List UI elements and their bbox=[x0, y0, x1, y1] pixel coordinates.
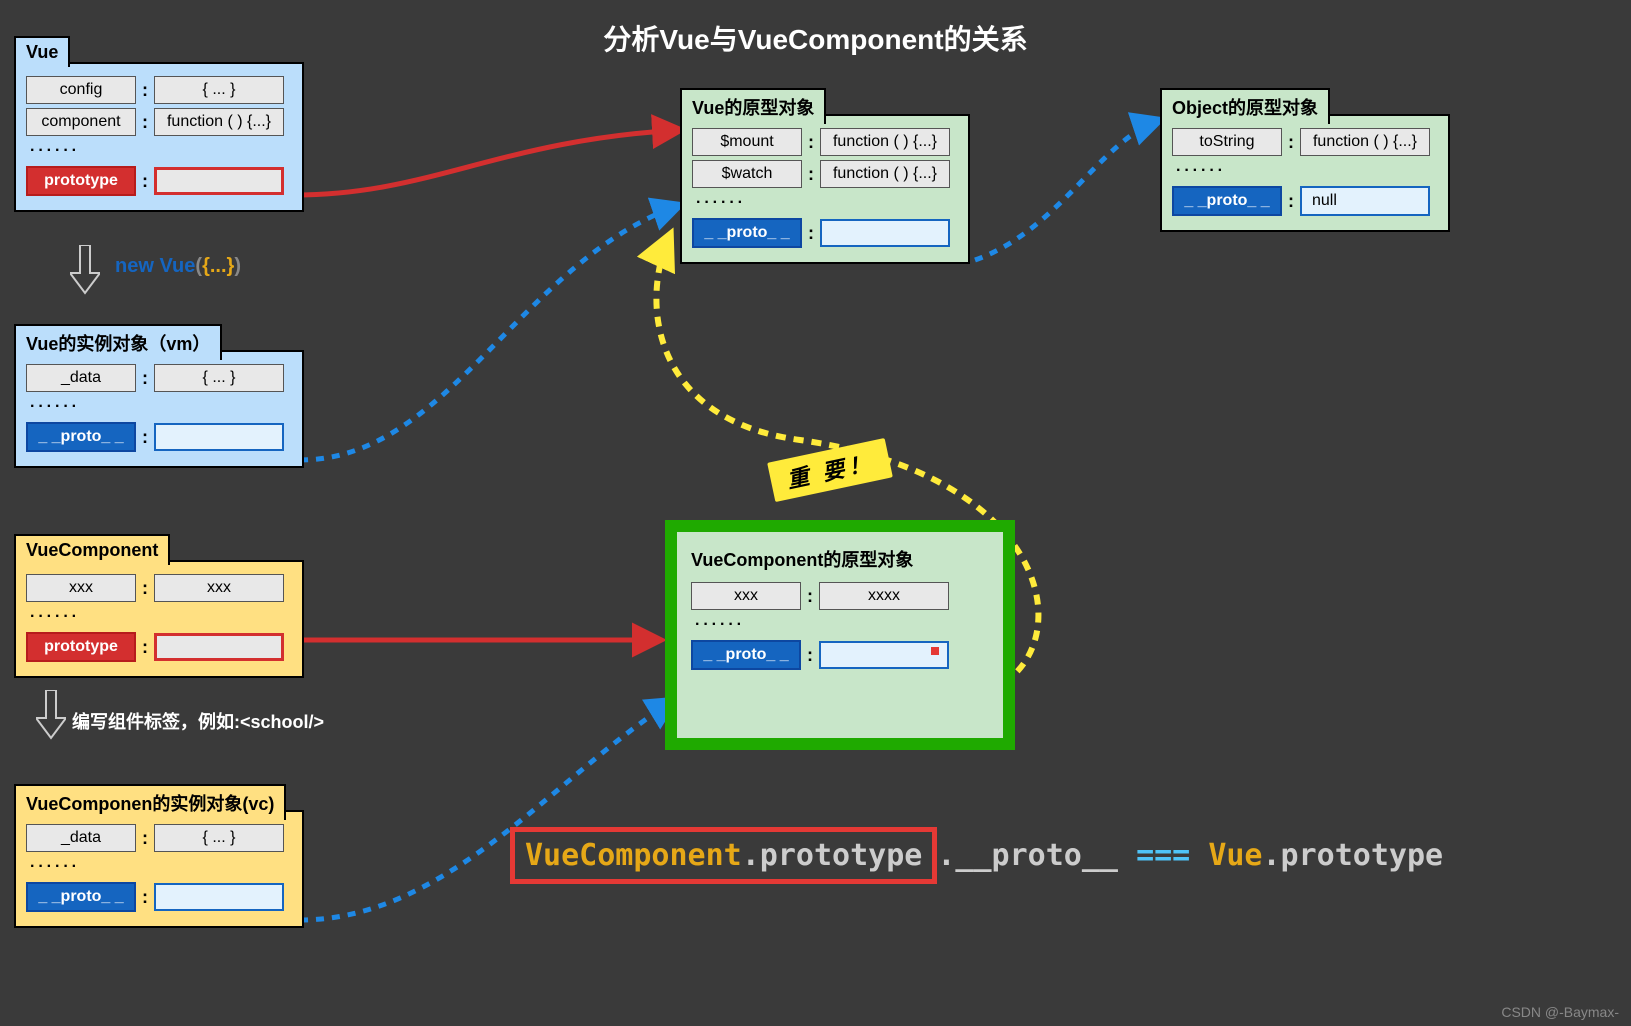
vcp-xxx-key: xxx bbox=[691, 582, 801, 610]
box-vue-proto: Vue的原型对象 $mount : function ( ) {...} $wa… bbox=[680, 114, 970, 264]
vue-component-val: function ( ) {...} bbox=[154, 108, 284, 136]
box-vc-inst: VueComponen的实例对象(vc) _data : { ... } ···… bbox=[14, 810, 304, 928]
write-component-label: 编写组件标签，例如:<school/> bbox=[72, 708, 324, 734]
box-vue: Vue config : { ... } component : functio… bbox=[14, 62, 304, 212]
box-vue-header: Vue bbox=[14, 36, 70, 67]
vue-component-key: component bbox=[26, 108, 136, 136]
vp-dots: ······ bbox=[692, 192, 958, 214]
vm-data-key: _data bbox=[26, 364, 136, 392]
vci-data-key: _data bbox=[26, 824, 136, 852]
vci-data-val: { ... } bbox=[154, 824, 284, 852]
vp-mount-val: function ( ) {...} bbox=[820, 128, 950, 156]
vp-proto-val bbox=[820, 219, 950, 247]
important-tag: 重 要！ bbox=[767, 438, 893, 502]
box-obj-proto: Object的原型对象 toString : function ( ) {...… bbox=[1160, 114, 1450, 232]
vcc-prototype-key: prototype bbox=[26, 632, 136, 662]
vp-proto-key: _ _proto_ _ bbox=[692, 218, 802, 248]
vm-proto-val bbox=[154, 423, 284, 451]
diagram-title: 分析Vue与VueComponent的关系 bbox=[603, 18, 1027, 58]
vue-dots: ······ bbox=[26, 140, 292, 162]
box-vc-proto-header: VueComponent的原型对象 bbox=[691, 546, 989, 572]
vcp-proto-val bbox=[819, 641, 949, 669]
green-highlight: VueComponent的原型对象 xxx : xxxx ······ _ _p… bbox=[665, 520, 1015, 750]
vm-data-val: { ... } bbox=[154, 364, 284, 392]
box-vc-ctor: VueComponent xxx : xxx ······ prototype … bbox=[14, 560, 304, 678]
op-proto-val: null bbox=[1300, 186, 1430, 216]
box-vue-proto-header: Vue的原型对象 bbox=[680, 88, 826, 124]
watermark: CSDN @-Baymax- bbox=[1501, 1004, 1619, 1020]
down-arrow-icon-2 bbox=[36, 690, 66, 740]
vm-proto-key: _ _proto_ _ bbox=[26, 422, 136, 452]
box-vc-ctor-header: VueComponent bbox=[14, 534, 170, 565]
vci-dots: ······ bbox=[26, 856, 292, 878]
box-obj-proto-header: Object的原型对象 bbox=[1160, 88, 1330, 124]
vci-proto-val bbox=[154, 883, 284, 911]
box-vc-inst-header: VueComponen的实例对象(vc) bbox=[14, 784, 286, 820]
vcc-prototype-val bbox=[154, 633, 284, 661]
vue-config-key: config bbox=[26, 76, 136, 104]
op-dots: ······ bbox=[1172, 160, 1438, 182]
vm-dots: ······ bbox=[26, 396, 292, 418]
vcc-xxx-val: xxx bbox=[154, 574, 284, 602]
box-vm-header: Vue的实例对象（vm） bbox=[14, 324, 222, 360]
vp-watch-key: $watch bbox=[692, 160, 802, 188]
box-vm: Vue的实例对象（vm） _data : { ... } ······ _ _p… bbox=[14, 350, 304, 468]
vcc-dots: ······ bbox=[26, 606, 292, 628]
vp-mount-key: $mount bbox=[692, 128, 802, 156]
bottom-expression: VueComponent.prototype.__proto__ === Vue… bbox=[510, 827, 1443, 884]
vp-watch-val: function ( ) {...} bbox=[820, 160, 950, 188]
down-arrow-icon bbox=[70, 245, 100, 295]
op-tostring-key: toString bbox=[1172, 128, 1282, 156]
vcp-dots: ······ bbox=[691, 614, 989, 636]
red-frame: VueComponent.prototype bbox=[510, 827, 937, 884]
new-vue-label: new Vue({...}) bbox=[115, 255, 241, 278]
vcc-xxx-key: xxx bbox=[26, 574, 136, 602]
vcp-xxx-val: xxxx bbox=[819, 582, 949, 610]
vue-prototype-val bbox=[154, 167, 284, 195]
op-proto-key: _ _proto_ _ bbox=[1172, 186, 1282, 216]
vcp-proto-key: _ _proto_ _ bbox=[691, 640, 801, 670]
vue-prototype-key: prototype bbox=[26, 166, 136, 196]
vue-config-val: { ... } bbox=[154, 76, 284, 104]
op-tostring-val: function ( ) {...} bbox=[1300, 128, 1430, 156]
vci-proto-key: _ _proto_ _ bbox=[26, 882, 136, 912]
